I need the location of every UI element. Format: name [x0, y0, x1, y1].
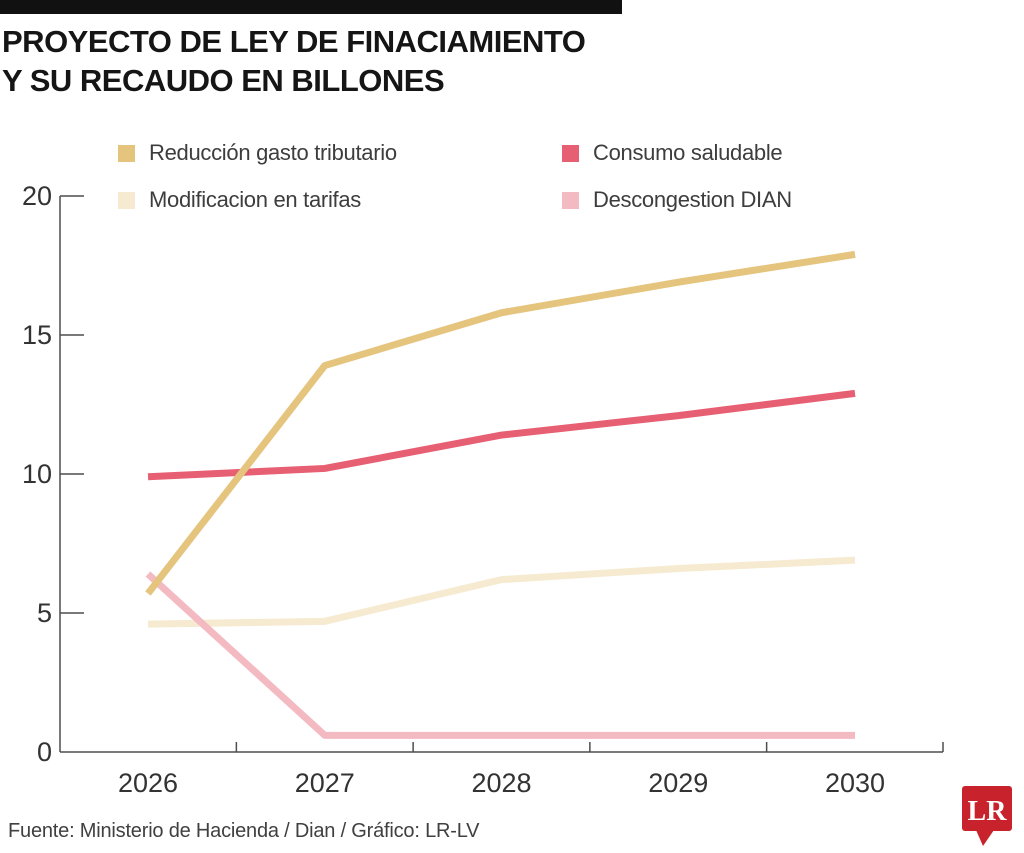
page-title-line1: PROYECTO DE LEY DE FINACIAMIENTO — [2, 24, 586, 59]
legend-label: Consumo saludable — [593, 140, 783, 165]
page-title-line2: Y SU RECAUDO EN BILLONES — [2, 63, 445, 98]
header-accent-bar — [0, 0, 622, 14]
legend-swatch-icon — [562, 191, 579, 209]
x-tick-label: 2030 — [825, 768, 885, 798]
legend-swatch-icon — [118, 144, 135, 162]
y-tick-label: 10 — [22, 459, 52, 489]
x-tick-label: 2026 — [118, 768, 178, 798]
page-title: PROYECTO DE LEY DE FINACIAMIENTO Y SU RE… — [2, 22, 586, 100]
lr-logo: LR — [962, 786, 1012, 846]
legend-item-consumo-saludable: Consumo saludable — [562, 140, 783, 166]
legend-item-descongestion-dian: Descongestion DIAN — [562, 187, 792, 213]
legend-label: Descongestion DIAN — [593, 187, 792, 212]
x-tick-label: 2028 — [471, 768, 531, 798]
series-line-consumo-saludable — [147, 389, 856, 481]
y-tick-label: 20 — [22, 181, 52, 211]
lr-logo-tail — [976, 830, 994, 846]
legend-label: Reducción gasto tributario — [149, 140, 397, 165]
series-line-modificacion-en-tarifas — [147, 556, 856, 628]
source-credit: Fuente: Ministerio de Hacienda / Dian / … — [8, 820, 480, 842]
y-tick-label: 0 — [37, 737, 52, 767]
y-tick-label: 5 — [37, 598, 52, 628]
legend-label: Modificacion en tarifas — [149, 187, 361, 212]
y-tick-label: 15 — [22, 320, 52, 350]
x-tick-label: 2029 — [648, 768, 708, 798]
legend-swatch-icon — [562, 144, 579, 162]
series-line-descongestion-dian — [145, 571, 855, 739]
legend-item-reduccion-gasto-tributario: Reducción gasto tributario — [118, 140, 397, 166]
lr-logo-bubble — [962, 786, 1012, 831]
legend-swatch-icon — [118, 191, 135, 209]
x-tick-label: 2027 — [295, 768, 355, 798]
series-line-reducci-n-gasto-tributario — [145, 250, 856, 596]
lr-logo-text: LR — [968, 796, 1008, 827]
legend-item-modificacion-en-tarifas: Modificacion en tarifas — [118, 187, 361, 213]
